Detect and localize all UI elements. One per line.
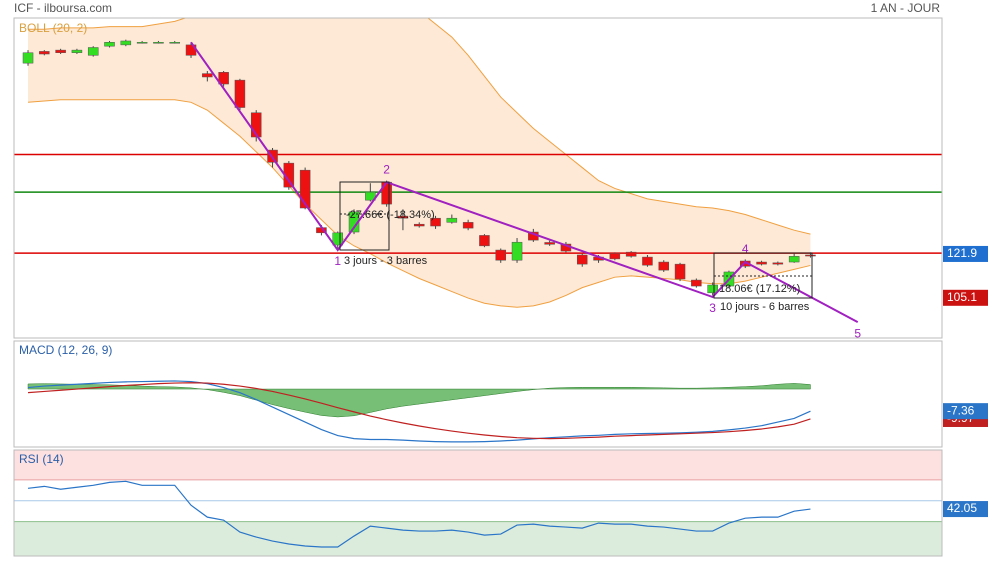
series-line: [27, 480, 811, 548]
candle-body: [772, 262, 784, 265]
wave-label: 4: [742, 242, 749, 256]
value-badge: [943, 501, 988, 518]
indicator-label: RSI (14): [19, 452, 64, 466]
value-badge: [943, 245, 988, 262]
candle-body: [788, 256, 800, 263]
band-line: [28, 18, 811, 235]
candle-body: [691, 279, 702, 287]
candle-body: [202, 73, 213, 78]
candle-body: [625, 251, 637, 257]
candle-body: [413, 223, 425, 227]
candle-body: [250, 112, 262, 138]
wave-label: 1: [334, 254, 341, 268]
candle-body: [332, 232, 343, 246]
panel-frame: [13, 449, 943, 557]
candle-body: [22, 52, 34, 64]
candle-body: [104, 42, 115, 47]
value-badge-label: 121.9: [947, 246, 977, 260]
indicator-label: MACD (12, 26, 9): [19, 343, 112, 357]
candle-body: [479, 235, 490, 247]
candle-body: [805, 254, 816, 257]
wave-line: [190, 41, 859, 323]
candle-body: [365, 191, 376, 201]
candle-body: [39, 51, 50, 55]
candle-body: [674, 263, 686, 280]
grid: [14, 450, 942, 556]
annotation: 18.06€ (17.12%): [719, 283, 800, 295]
candle-body: [495, 249, 506, 261]
histogram-area: [27, 383, 811, 418]
texts: ICF - ilboursa.com 1 AN - JOUR BOLL (20,…: [14, 1, 940, 466]
candle-body: [756, 261, 767, 265]
candle-body: [462, 222, 474, 229]
value-badge: [943, 403, 988, 420]
candle-body: [299, 169, 311, 209]
annotation: 10 jours - 6 barres: [720, 301, 810, 313]
panel-frame: [13, 17, 943, 339]
candle-body: [120, 40, 132, 46]
candle-body: [576, 254, 588, 265]
value-badge-label: 105.1: [947, 290, 977, 304]
candle-body: [609, 252, 621, 260]
overbought-zone: [14, 450, 942, 480]
layout: [13, 17, 943, 557]
candle-body: [87, 47, 99, 56]
candle-body: [658, 261, 669, 271]
annotation: 3 jours - 3 barres: [344, 255, 428, 267]
wave-label: 5: [854, 326, 861, 340]
indicator-label: BOLL (20, 2): [19, 21, 87, 35]
band-fill: [28, 18, 811, 308]
chart-subtitle: 1 AN - JOUR: [871, 1, 941, 15]
wave-label: 2: [383, 162, 390, 176]
value-badge-label: -7.36: [947, 403, 975, 417]
candle-body: [544, 242, 555, 245]
value-badge-label: 42.05: [947, 501, 977, 515]
candle-body: [153, 42, 164, 44]
series-line: [27, 382, 811, 440]
chart-title: ICF - ilboursa.com: [14, 1, 112, 15]
indicators: 1 2 3 4 5: [27, 41, 861, 548]
candle-body: [511, 241, 523, 261]
value-badge: [943, 289, 988, 306]
candle-body: [234, 79, 246, 108]
candle-body: [169, 42, 180, 44]
oversold-zone: [14, 521, 942, 556]
panel-frame: [13, 340, 943, 448]
candle-body: [136, 42, 148, 44]
candle-body: [397, 215, 409, 219]
series-line: [27, 380, 811, 443]
candle-body: [55, 49, 66, 53]
candle-body: [430, 217, 441, 227]
candle-body: [218, 72, 229, 85]
annotation: -27.66€ (-18.34%): [346, 209, 435, 221]
candle-body: [71, 49, 83, 53]
measure-box: [339, 181, 390, 251]
wave-label: 3: [709, 301, 716, 315]
candle-body: [446, 217, 458, 223]
candle-body: [642, 256, 653, 266]
candle-body: [707, 284, 718, 294]
